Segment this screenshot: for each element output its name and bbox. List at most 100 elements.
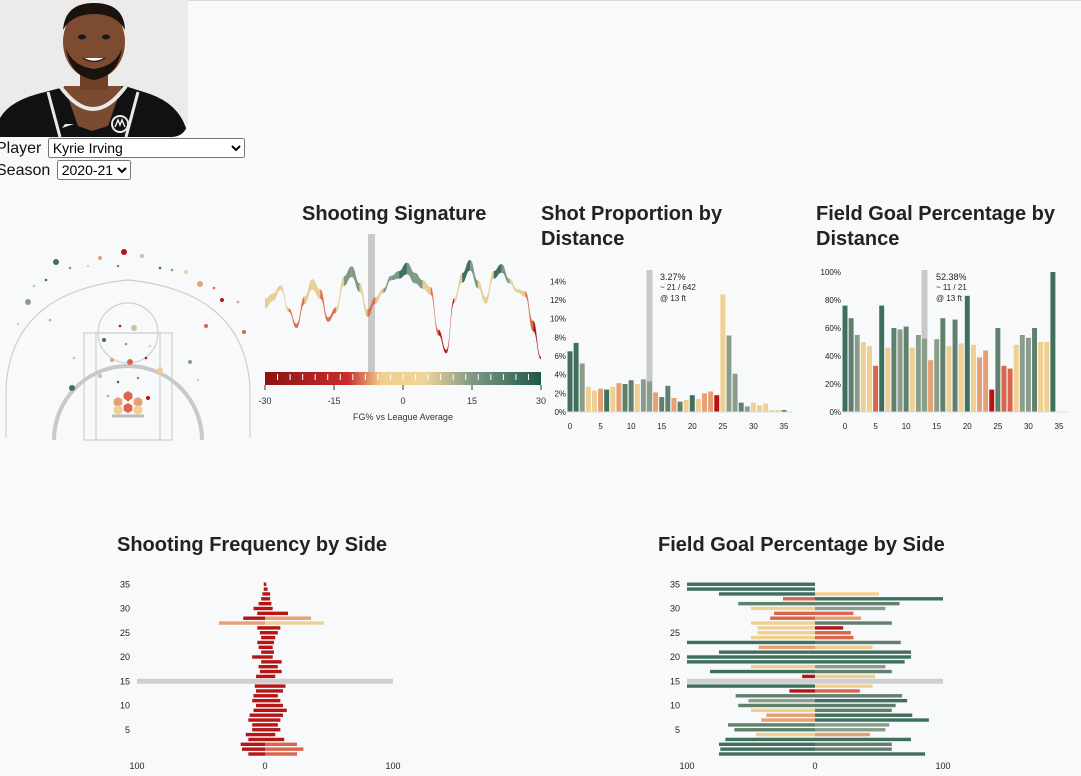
right-bar[interactable] [815,601,900,606]
left-bar[interactable] [774,611,815,616]
bar[interactable] [695,398,701,412]
right-bar[interactable] [815,665,886,669]
right-bar[interactable] [265,698,281,703]
right-bar[interactable] [815,606,886,611]
bar[interactable] [885,347,891,412]
bar[interactable] [1001,365,1007,412]
bar[interactable] [689,395,695,412]
left-bar[interactable] [751,708,815,713]
bar[interactable] [726,335,732,412]
bar[interactable] [732,373,738,412]
right-bar[interactable] [265,626,281,630]
bar[interactable] [958,343,964,412]
right-bar[interactable] [265,621,324,625]
bar[interactable] [946,346,952,412]
bar[interactable] [1007,368,1013,412]
bar[interactable] [744,406,750,412]
left-bar[interactable] [252,655,265,659]
bar[interactable] [708,391,714,412]
right-bar[interactable] [265,606,273,611]
left-bar[interactable] [687,587,815,591]
right-bar[interactable] [815,674,876,679]
left-bar[interactable] [256,703,265,708]
right-bar[interactable] [265,592,271,596]
bar[interactable] [897,329,903,412]
left-bar[interactable] [751,621,815,625]
right-bar[interactable] [265,669,282,674]
bar[interactable] [909,347,915,412]
bar[interactable] [860,342,866,412]
left-bar[interactable] [257,626,265,630]
left-bar[interactable] [735,694,815,698]
left-bar[interactable] [252,698,265,703]
bar[interactable] [653,392,659,412]
right-bar[interactable] [265,718,281,722]
bar[interactable] [1025,337,1031,412]
right-bar[interactable] [265,703,283,708]
right-bar[interactable] [815,728,886,732]
right-bar[interactable] [265,635,276,640]
left-bar[interactable] [249,713,265,717]
bar[interactable] [573,342,579,412]
left-bar[interactable] [257,611,265,616]
bar[interactable] [640,379,646,412]
right-bar[interactable] [815,650,911,654]
left-bar[interactable] [253,708,265,713]
left-bar[interactable] [262,592,265,596]
right-bar[interactable] [815,631,851,635]
bar[interactable] [1013,344,1019,412]
right-bar[interactable] [265,601,272,606]
bar[interactable] [714,395,720,412]
left-bar[interactable] [263,582,265,586]
left-bar[interactable] [748,698,815,703]
left-bar[interactable] [245,732,265,737]
bar[interactable] [940,318,946,412]
right-bar[interactable] [265,713,283,717]
left-bar[interactable] [259,669,265,674]
left-bar[interactable] [766,713,815,717]
right-bar[interactable] [815,621,892,625]
left-bar[interactable] [719,650,815,654]
bar[interactable] [616,383,622,412]
left-bar[interactable] [258,601,265,606]
right-bar[interactable] [815,708,892,713]
left-bar[interactable] [725,737,815,742]
right-bar[interactable] [265,728,281,732]
left-bar[interactable] [687,660,815,664]
left-bar[interactable] [761,718,815,722]
bar[interactable] [891,328,897,412]
bar[interactable] [903,326,909,412]
bar[interactable] [775,410,781,412]
left-bar[interactable] [258,665,265,669]
bar[interactable] [647,381,652,412]
right-bar[interactable] [265,708,287,713]
left-bar[interactable] [258,645,265,649]
bar[interactable] [622,384,628,412]
bar[interactable] [842,305,848,412]
bar[interactable] [683,399,689,412]
left-bar[interactable] [738,601,815,606]
right-bar[interactable] [815,742,892,746]
bar[interactable] [1044,342,1050,412]
left-bar[interactable] [252,728,265,732]
bar[interactable] [579,363,585,412]
right-bar[interactable] [265,616,312,620]
right-bar[interactable] [815,698,908,703]
bar[interactable] [989,389,995,412]
right-bar[interactable] [265,747,304,751]
left-bar[interactable] [252,723,265,727]
bar[interactable] [873,365,879,412]
season-select[interactable]: 2020-21 [56,160,131,180]
bar[interactable] [671,398,677,412]
right-bar[interactable] [815,718,929,722]
right-bar[interactable] [815,635,854,640]
bar[interactable] [757,405,763,412]
left-bar[interactable] [770,616,815,620]
left-bar[interactable] [719,752,815,756]
right-bar[interactable] [265,737,285,742]
bar[interactable] [915,335,921,412]
bar[interactable] [591,390,597,412]
left-bar[interactable] [218,621,265,625]
bar[interactable] [928,360,934,412]
left-bar[interactable] [783,597,815,601]
